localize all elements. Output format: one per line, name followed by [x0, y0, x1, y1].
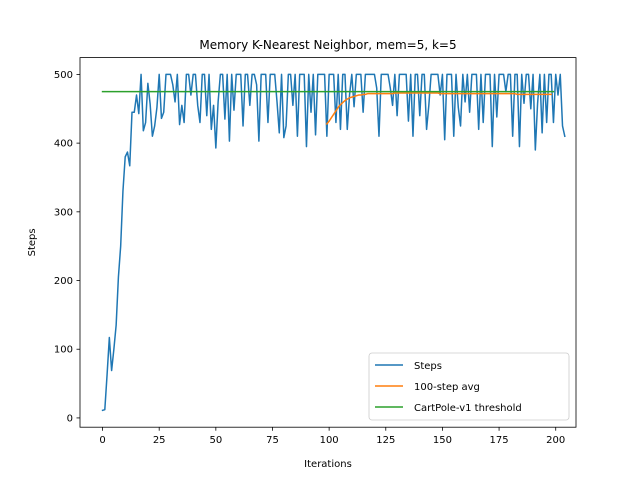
legend-label-steps: Steps — [414, 361, 442, 372]
axes-layer — [79, 57, 577, 428]
chart-title: Memory K-Nearest Neighbor, mem=5, k=5 — [199, 38, 456, 52]
series-layer — [101, 73, 566, 412]
x-tick-label: 50 — [209, 435, 222, 446]
x-tick-label: 150 — [433, 435, 452, 446]
y-axis-label: Steps — [27, 228, 38, 256]
y-tick-label: 200 — [54, 276, 73, 287]
series-steps-line — [101, 73, 566, 412]
legend-label-100-step-avg: 100-step avg — [414, 382, 480, 393]
legend-label-threshold: CartPole-v1 threshold — [414, 403, 522, 414]
series-100-step-avg-line — [325, 92, 552, 125]
y-tick-label: 0 — [67, 413, 73, 424]
y-tick-label: 400 — [54, 139, 73, 150]
y-tick-label: 100 — [54, 345, 73, 356]
x-tick-label: 125 — [376, 435, 395, 446]
y-tick-label: 500 — [54, 70, 73, 81]
ticks-layer: 0 25 50 75 100 125 150 175 200 0 100 200 300 400 500 — [54, 70, 565, 446]
x-tick-label: 100 — [320, 435, 339, 446]
x-tick-label: 25 — [153, 435, 166, 446]
x-axis-label: Iterations — [304, 459, 352, 470]
x-tick-label: 175 — [490, 435, 509, 446]
legend-box — [368, 352, 570, 421]
plot-frame — [79, 57, 577, 428]
x-tick-label: 75 — [266, 435, 279, 446]
x-tick-label: 0 — [99, 435, 105, 446]
y-tick-label: 300 — [54, 207, 73, 218]
x-tick-label: 200 — [546, 435, 565, 446]
legend: Steps 100-step avg CartPole-v1 threshold — [368, 352, 570, 421]
